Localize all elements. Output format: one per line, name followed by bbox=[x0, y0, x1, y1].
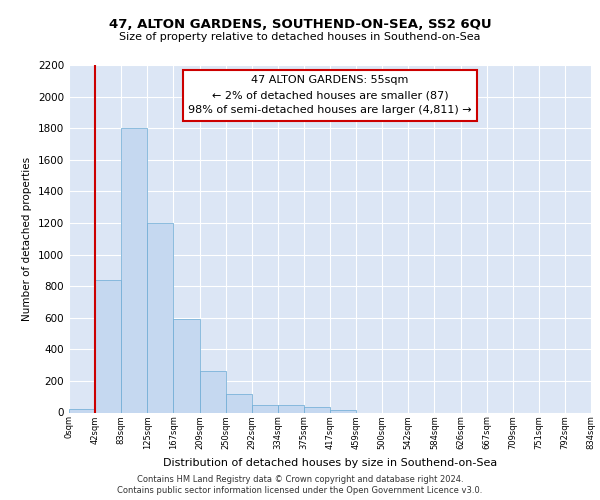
Bar bbox=[226, 394, 252, 412]
Bar bbox=[173, 320, 199, 412]
Bar bbox=[148, 223, 173, 412]
Text: Contains public sector information licensed under the Open Government Licence v3: Contains public sector information licen… bbox=[118, 486, 482, 495]
Bar bbox=[69, 408, 95, 412]
Text: Size of property relative to detached houses in Southend-on-Sea: Size of property relative to detached ho… bbox=[119, 32, 481, 42]
Text: 47, ALTON GARDENS, SOUTHEND-ON-SEA, SS2 6QU: 47, ALTON GARDENS, SOUTHEND-ON-SEA, SS2 … bbox=[109, 18, 491, 30]
Bar bbox=[304, 408, 330, 412]
Bar bbox=[95, 280, 121, 412]
X-axis label: Distribution of detached houses by size in Southend-on-Sea: Distribution of detached houses by size … bbox=[163, 458, 497, 468]
Bar bbox=[121, 128, 148, 412]
Text: Contains HM Land Registry data © Crown copyright and database right 2024.: Contains HM Land Registry data © Crown c… bbox=[137, 475, 463, 484]
Bar bbox=[278, 405, 304, 412]
Bar bbox=[330, 410, 356, 412]
Y-axis label: Number of detached properties: Number of detached properties bbox=[22, 156, 32, 321]
Text: 47 ALTON GARDENS: 55sqm
← 2% of detached houses are smaller (87)
98% of semi-det: 47 ALTON GARDENS: 55sqm ← 2% of detached… bbox=[188, 76, 472, 115]
Bar bbox=[252, 404, 278, 412]
Bar bbox=[199, 372, 226, 412]
